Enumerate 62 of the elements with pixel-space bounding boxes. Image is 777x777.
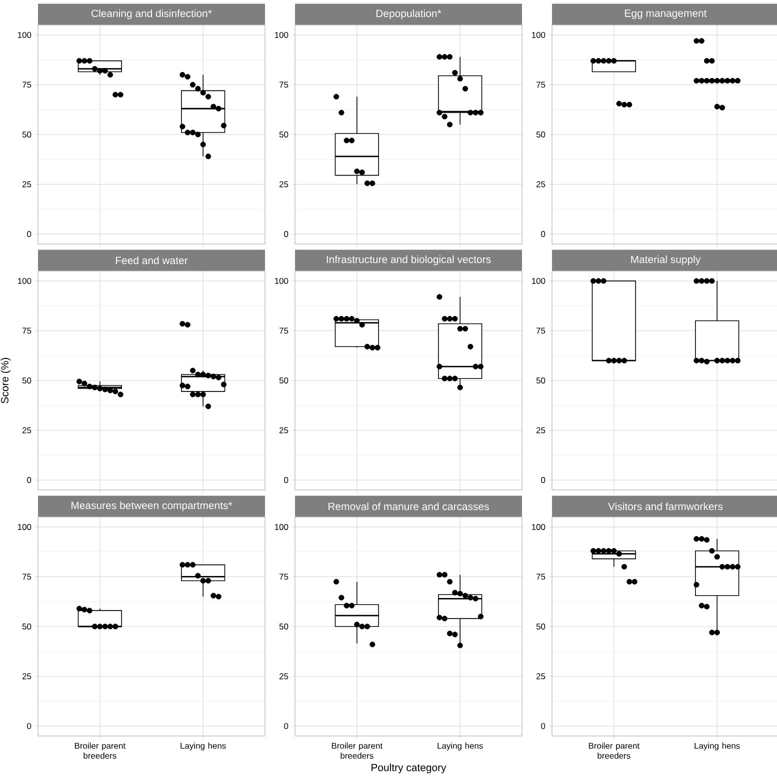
chart-title: Egg management [625, 10, 707, 19]
chart-title: Material supply [631, 255, 701, 266]
y-tick-label: 75 [280, 82, 288, 88]
chart-title: Infrastructure and biological vectors [326, 255, 491, 266]
y-tick-label: 0 [541, 723, 546, 730]
y-tick-label: 25 [22, 181, 32, 188]
y-tick-label: 50 [22, 132, 32, 138]
y-tick-label: 75 [536, 574, 546, 580]
y-tick-label: 25 [279, 673, 288, 680]
y-tick-label: 25 [22, 427, 32, 434]
y-tick-label: 75 [22, 328, 32, 334]
y-tick-label: 75 [22, 82, 32, 88]
y-tick-label: 0 [27, 723, 32, 730]
y-axis-title: Score (%) [0, 358, 11, 404]
y-tick-label: 100 [274, 524, 288, 530]
chart-title: Removal of manure and carcasses [328, 502, 489, 510]
x-tick-label: Laying hens [694, 742, 740, 750]
x-axis-title: Poultry category [372, 764, 446, 774]
y-tick-label: 100 [18, 524, 32, 530]
y-tick-label: 50 [22, 624, 32, 630]
y-tick-label: 0 [284, 231, 288, 238]
chart-title: Depopulation* [376, 9, 442, 20]
y-tick-label: 100 [274, 32, 288, 38]
y-tick-label: 75 [280, 328, 288, 334]
chart-title: Visitors and farmworkers [608, 502, 723, 510]
y-tick-label: 100 [532, 278, 546, 284]
y-tick-label: 50 [279, 378, 288, 384]
y-tick-label: 100 [532, 524, 546, 530]
y-tick-label: 0 [27, 477, 32, 484]
x-tick-label: Broiler parent breeders [332, 742, 382, 759]
y-tick-label: 75 [280, 574, 288, 580]
x-tick-label: Laying hens [438, 742, 483, 750]
y-tick-label: 50 [279, 624, 288, 630]
y-tick-label: 75 [22, 574, 32, 580]
y-tick-label: 75 [536, 328, 546, 334]
chart-title: Cleaning and disinfection* [92, 9, 212, 20]
y-tick-label: 100 [532, 32, 546, 38]
y-tick-label: 25 [536, 673, 546, 680]
y-tick-label: 50 [536, 624, 546, 630]
y-tick-label: 25 [279, 181, 288, 188]
y-tick-label: 50 [22, 378, 32, 384]
y-tick-label: 50 [536, 132, 546, 138]
x-tick-label: Broiler parent breeders [588, 742, 640, 759]
y-tick-label: 0 [541, 231, 546, 238]
y-tick-label: 25 [536, 427, 546, 434]
y-tick-label: 100 [18, 278, 32, 284]
y-tick-label: 25 [536, 181, 546, 188]
y-tick-label: 25 [22, 673, 32, 680]
x-tick-label: Broiler parent breeders [74, 742, 126, 759]
y-tick-label: 0 [284, 477, 288, 484]
y-tick-label: 50 [279, 132, 288, 138]
y-tick-label: 0 [541, 477, 546, 484]
y-tick-label: 100 [274, 278, 288, 284]
chart-title: Measures between compartments* [72, 501, 232, 512]
chart-title: Feed and water [116, 256, 188, 264]
x-tick-label: Laying hens [180, 742, 226, 750]
y-tick-label: 0 [27, 231, 32, 238]
y-tick-label: 50 [536, 378, 546, 384]
y-tick-label: 75 [536, 82, 546, 88]
y-tick-label: 100 [18, 32, 32, 38]
y-tick-label: 0 [284, 723, 288, 730]
y-tick-label: 25 [279, 427, 288, 434]
